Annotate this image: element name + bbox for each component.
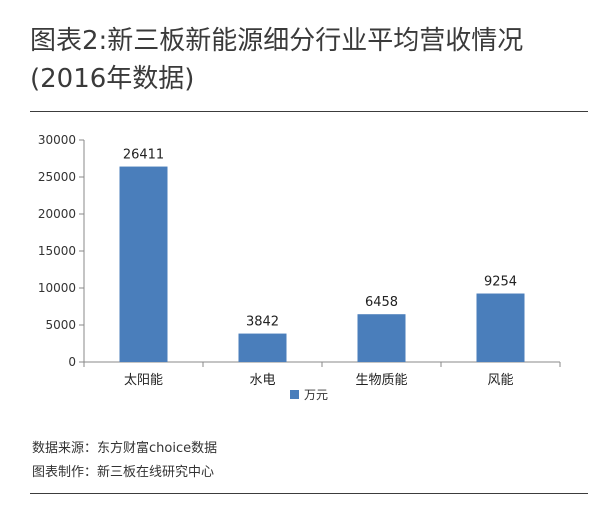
title-line-1: 图表2:新三板新能源细分行业平均营收情况	[30, 26, 524, 56]
y-tick-label: 15000	[38, 244, 76, 258]
chart-maker-note: 图表制作：新三板在线研究中心	[32, 465, 215, 480]
x-category-label: 太阳能	[124, 373, 163, 388]
y-tick-label: 5000	[45, 318, 76, 332]
title-divider	[30, 111, 588, 112]
data-label: 26411	[123, 148, 164, 163]
data-label: 6458	[365, 295, 398, 310]
bar-chart: 0 5000 10000 15000 20000 25000 30000 26411 太阳能 38…	[38, 133, 561, 402]
footer-divider	[30, 493, 588, 494]
y-tick-label: 30000	[38, 133, 76, 147]
x-category-label: 水电	[249, 373, 275, 388]
legend-swatch	[290, 390, 299, 399]
data-source-note: 数据来源：东方财富choice数据	[32, 441, 218, 456]
y-tick-label: 0	[68, 355, 76, 369]
x-category-label: 生物质能	[355, 373, 407, 388]
legend-label: 万元	[304, 388, 328, 402]
data-label: 9254	[484, 275, 517, 290]
y-tick-label: 20000	[38, 207, 76, 221]
bar-太阳能	[119, 166, 168, 362]
bar-水电	[238, 333, 287, 362]
y-tick-label: 25000	[38, 170, 76, 184]
data-label: 3842	[246, 315, 279, 330]
y-tick-label: 10000	[38, 281, 76, 295]
bar-风能	[476, 293, 525, 362]
chart-title: 图表2:新三板新能源细分行业平均营收情况 (2016年数据)	[30, 22, 590, 98]
title-line-2: (2016年数据)	[30, 64, 195, 94]
bar-生物质能	[357, 314, 406, 362]
x-category-label: 风能	[487, 373, 513, 388]
